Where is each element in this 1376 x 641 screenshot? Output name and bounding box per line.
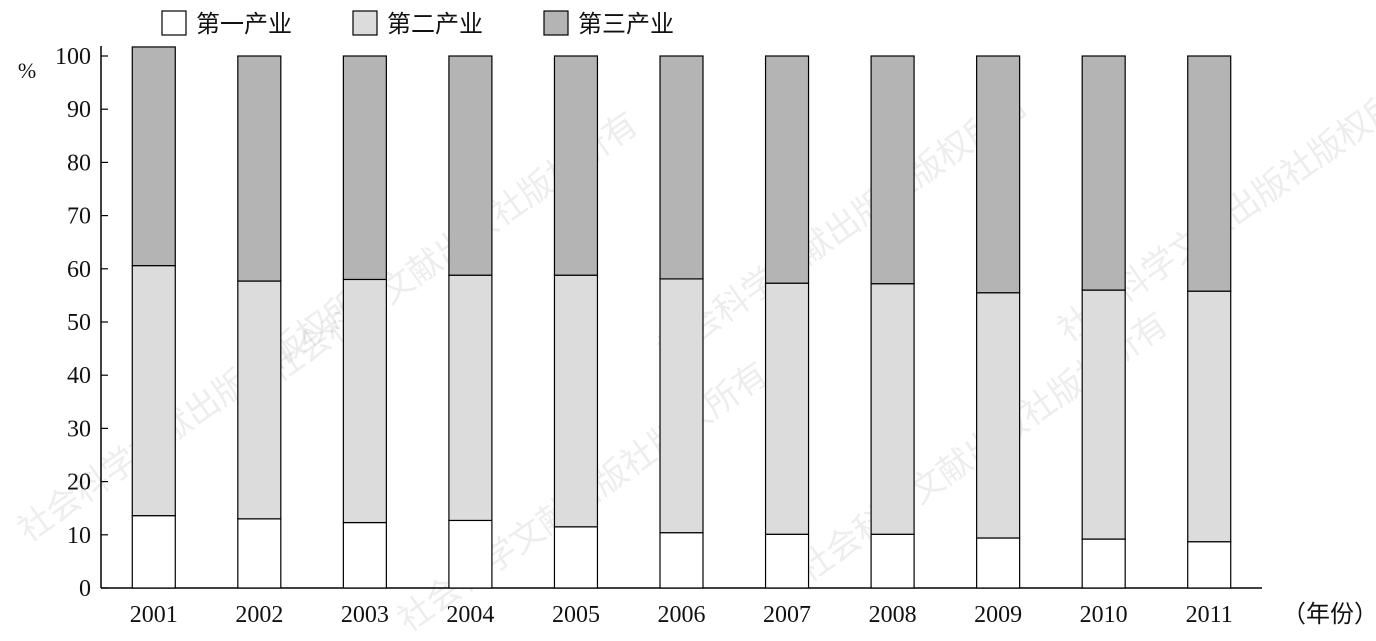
x-tick-label: 2004	[446, 602, 494, 628]
y-tick-label: 80	[67, 150, 91, 176]
y-tick-label: 70	[67, 204, 91, 230]
bar-segment-3	[553, 55, 599, 276]
legend: 第一产业 第二产业 第三产业	[161, 10, 674, 38]
bar-segment-2	[976, 292, 1021, 539]
y-axis-label: %	[18, 58, 36, 83]
y-tick-label: 10	[67, 523, 91, 549]
bar-segment-1	[237, 518, 282, 589]
legend-swatch	[161, 10, 187, 36]
bar-segment-3	[764, 55, 810, 284]
bar-segment-2	[131, 265, 176, 517]
tick-labels: 0 10 20 30 40 50 60 70 80 90 100 2001 2002 2003 2004 20…	[55, 44, 1233, 628]
bar-segment-2	[659, 278, 704, 534]
bar-segment-3	[870, 55, 915, 285]
y-tick-label: 0	[79, 576, 91, 602]
x-tick-label: 2009	[974, 602, 1022, 628]
bar-segment-2	[237, 280, 282, 520]
bar-segment-1	[342, 521, 387, 589]
x-tick-label: 2005	[552, 602, 600, 628]
y-tick-label: 60	[67, 257, 91, 283]
y-tick-label: 30	[67, 416, 91, 442]
legend-label: 第二产业	[387, 10, 483, 38]
bar-segment-1	[1081, 538, 1126, 589]
bar-segment-1	[764, 533, 810, 589]
bar-segment-1	[1187, 541, 1232, 589]
y-tick-label: 20	[67, 470, 91, 496]
legend-swatch	[543, 10, 569, 36]
x-tick-label: 2006	[658, 602, 706, 628]
x-tick-label: 2010	[1080, 602, 1128, 628]
bar-segment-1	[553, 526, 599, 589]
y-tick-label: 90	[67, 97, 91, 123]
bar-segment-3	[342, 55, 387, 281]
y-tick-label: 40	[67, 363, 91, 389]
x-tick-label: 2001	[130, 602, 178, 628]
x-tick-label: 2002	[235, 602, 283, 628]
x-tick-label: 2011	[1186, 602, 1233, 628]
bar-segment-1	[659, 532, 704, 589]
x-tick-label: 2007	[763, 602, 811, 628]
bar-segment-2	[1081, 289, 1126, 540]
bar-segment-2	[342, 278, 387, 524]
bar-segment-2	[870, 283, 915, 535]
y-tick-label: 100	[55, 44, 91, 70]
bar-segment-1	[131, 515, 176, 589]
legend-label: 第三产业	[578, 10, 674, 38]
bar-segment-3	[1081, 55, 1126, 291]
bar-segment-1	[870, 533, 915, 589]
x-tick-label: 2008	[869, 602, 917, 628]
bar-segment-2	[448, 274, 493, 522]
bar-segment-3	[659, 55, 704, 280]
bar-segment-3	[1187, 55, 1232, 292]
legend-swatch	[352, 10, 378, 36]
bar-segment-1	[448, 519, 493, 589]
bar-segment-3	[237, 55, 282, 282]
bar-segment-3	[976, 55, 1021, 294]
y-tick-label: 50	[67, 310, 91, 336]
bars	[131, 46, 1232, 589]
bar-segment-2	[764, 282, 810, 535]
bar-segment-3	[448, 55, 493, 276]
bar-segment-1	[976, 537, 1021, 589]
bar-segment-2	[553, 274, 599, 528]
bar-segment-2	[1187, 290, 1232, 543]
x-axis-label: （年份）	[1282, 600, 1376, 628]
x-tick-label: 2003	[341, 602, 389, 628]
legend-label: 第一产业	[196, 10, 292, 38]
bar-segment-3	[131, 46, 176, 267]
